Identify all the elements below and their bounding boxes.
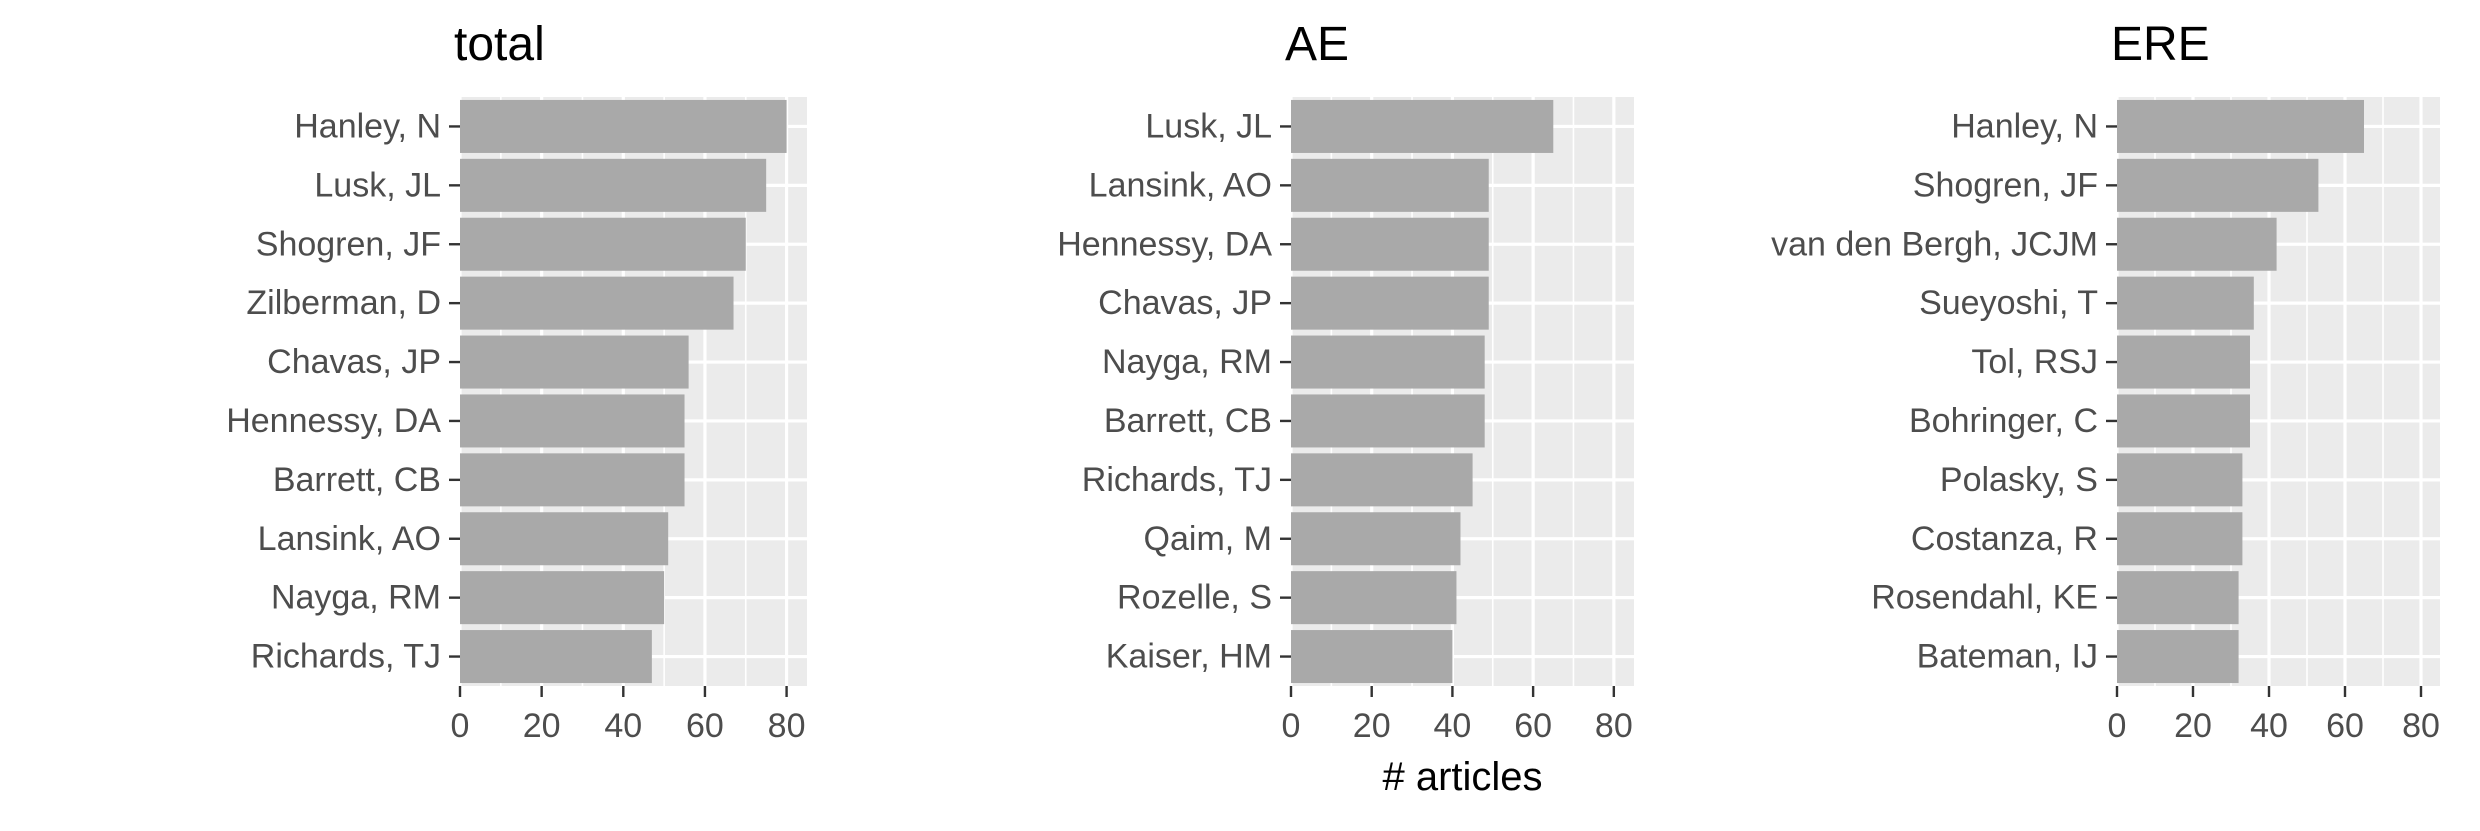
bar bbox=[2117, 630, 2239, 684]
bar bbox=[1291, 217, 1489, 271]
x-tick-label: 80 bbox=[1595, 707, 1633, 745]
category-label: Barrett, CB bbox=[273, 461, 441, 499]
bar bbox=[1291, 335, 1485, 389]
category-label: Nayga, RM bbox=[271, 579, 441, 617]
category-label: Hennessy, DA bbox=[1057, 225, 1272, 263]
x-tick-label: 80 bbox=[2402, 707, 2440, 745]
category-label: Hanley, N bbox=[294, 107, 441, 145]
panel-title: total bbox=[454, 18, 545, 71]
category-label: Qaim, M bbox=[1144, 520, 1272, 558]
category-label: Costanza, R bbox=[1911, 520, 2098, 558]
bar bbox=[460, 217, 746, 271]
bar bbox=[1291, 571, 1457, 625]
category-label: Hennessy, DA bbox=[226, 402, 441, 440]
bar bbox=[2117, 276, 2254, 330]
category-label: Zilberman, D bbox=[246, 284, 441, 322]
category-label: Barrett, CB bbox=[1104, 402, 1272, 440]
bar bbox=[460, 571, 665, 625]
category-label: Shogren, JF bbox=[1913, 166, 2098, 204]
panel-title: AE bbox=[1285, 18, 1349, 71]
x-tick-label: 20 bbox=[2174, 707, 2212, 745]
bar bbox=[2117, 335, 2250, 389]
category-label: Lusk, JL bbox=[1145, 107, 1272, 145]
bar bbox=[1291, 99, 1554, 153]
bar bbox=[460, 158, 767, 212]
bar bbox=[460, 99, 787, 153]
x-tick-label: 60 bbox=[2326, 707, 2364, 745]
bar bbox=[2117, 99, 2364, 153]
category-label: Sueyoshi, T bbox=[1919, 284, 2098, 322]
bar bbox=[1291, 394, 1485, 448]
category-label: Shogren, JF bbox=[256, 225, 441, 263]
bar bbox=[2117, 394, 2250, 448]
x-tick-label: 60 bbox=[1514, 707, 1552, 745]
category-label: Rosendahl, KE bbox=[1871, 579, 2098, 617]
x-tick-label: 0 bbox=[451, 707, 470, 745]
category-label: Chavas, JP bbox=[1098, 284, 1272, 322]
category-label: Rozelle, S bbox=[1117, 579, 1272, 617]
category-label: Lansink, AO bbox=[258, 520, 441, 558]
category-label: Lansink, AO bbox=[1089, 166, 1272, 204]
bar bbox=[2117, 453, 2243, 507]
category-label: Hanley, N bbox=[1951, 107, 2098, 145]
x-tick-label: 0 bbox=[1282, 707, 1301, 745]
bar bbox=[2117, 571, 2239, 625]
bar bbox=[1291, 630, 1453, 684]
bar bbox=[1291, 512, 1461, 566]
category-label: Bohringer, C bbox=[1909, 402, 2098, 440]
bar bbox=[1291, 158, 1489, 212]
category-label: Bateman, IJ bbox=[1917, 638, 2098, 676]
category-label: van den Bergh, JCJM bbox=[1771, 225, 2098, 263]
panel-2: Lusk, JL Lansink, AO Hennessy, DA Chavas, J… bbox=[1057, 18, 1634, 799]
category-label: Chavas, JP bbox=[267, 343, 441, 381]
x-tick-label: 20 bbox=[1353, 707, 1391, 745]
bar bbox=[460, 276, 734, 330]
bar bbox=[2117, 158, 2319, 212]
category-label: Tol, RSJ bbox=[1971, 343, 2098, 381]
x-tick-label: 20 bbox=[523, 707, 561, 745]
bar bbox=[1291, 453, 1473, 507]
bar bbox=[460, 630, 652, 684]
panel-3: Hanley, N Shogren, JF van den Bergh, JCJM S… bbox=[1771, 18, 2440, 745]
x-tick-label: 40 bbox=[604, 707, 642, 745]
x-tick-label: 60 bbox=[686, 707, 724, 745]
category-label: Polasky, S bbox=[1940, 461, 2098, 499]
x-tick-label: 80 bbox=[768, 707, 806, 745]
category-label: Nayga, RM bbox=[1102, 343, 1272, 381]
bar bbox=[460, 512, 669, 566]
x-tick-label: 40 bbox=[1433, 707, 1471, 745]
bar bbox=[1291, 276, 1489, 330]
category-label: Richards, TJ bbox=[1082, 461, 1272, 499]
bar bbox=[460, 394, 685, 448]
x-tick-label: 0 bbox=[2108, 707, 2127, 745]
x-axis-label: # articles bbox=[1382, 755, 1542, 799]
bar bbox=[2117, 512, 2243, 566]
bar bbox=[2117, 217, 2277, 271]
category-label: Kaiser, HM bbox=[1106, 638, 1272, 676]
bar bbox=[460, 335, 689, 389]
category-label: Lusk, JL bbox=[314, 166, 441, 204]
x-tick-label: 40 bbox=[2250, 707, 2288, 745]
panel-title: ERE bbox=[2111, 18, 2210, 71]
category-label: Richards, TJ bbox=[251, 638, 441, 676]
panel-1: Hanley, N Lusk, JL Shogren, JF Zilberman, D… bbox=[226, 18, 807, 745]
bar bbox=[460, 453, 685, 507]
